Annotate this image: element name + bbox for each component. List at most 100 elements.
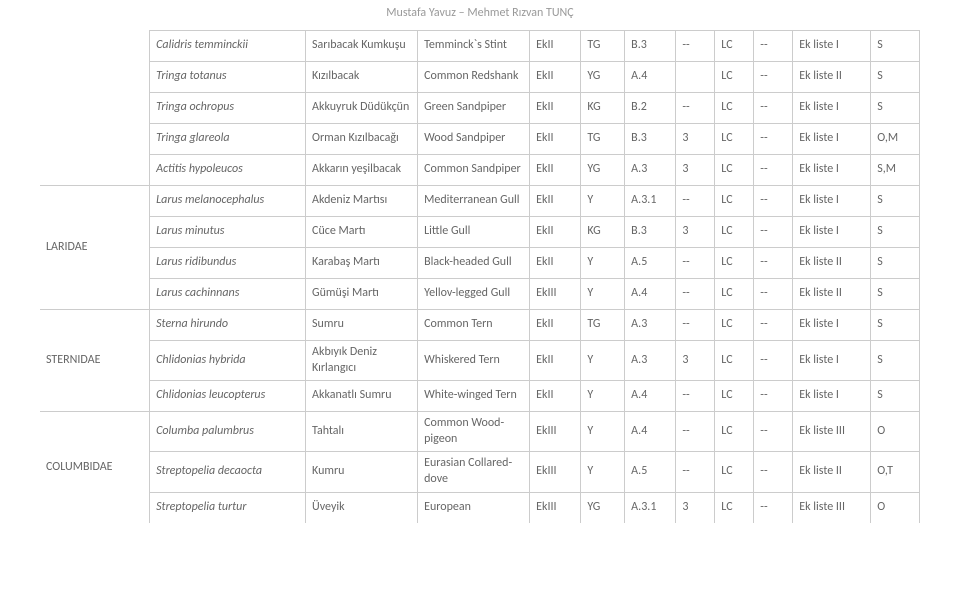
cell: KG	[581, 93, 625, 124]
cell: --	[676, 381, 715, 412]
cell: --	[754, 124, 793, 155]
cell: B.3	[625, 31, 676, 62]
cell-tr: Kumru	[306, 452, 418, 492]
cell: Ek liste I	[793, 186, 871, 217]
cell: S	[871, 381, 920, 412]
cell: EkII	[530, 381, 581, 412]
cell: EkII	[530, 186, 581, 217]
cell-en: Common Redshank	[418, 62, 530, 93]
cell-sci: Calidris temminckii	[150, 31, 306, 62]
cell: Ek liste I	[793, 217, 871, 248]
family-cell-laridae: LARIDAE	[40, 186, 150, 310]
cell-sci: Streptopelia turtur	[150, 492, 306, 523]
cell: S,M	[871, 155, 920, 186]
cell: Ek liste I	[793, 31, 871, 62]
table-row: Chlidonias hybrida Akbıyık Deniz Kırlang…	[40, 341, 920, 381]
cell: YG	[581, 155, 625, 186]
cell: KG	[581, 217, 625, 248]
cell: Ek liste I	[793, 381, 871, 412]
cell-tr: Sarıbacak Kumkuşu	[306, 31, 418, 62]
cell: Y	[581, 341, 625, 381]
cell-en: Eurasian Collared-dove	[418, 452, 530, 492]
cell: B.3	[625, 124, 676, 155]
cell-tr: Akkarın yeşilbacak	[306, 155, 418, 186]
cell-sci: Tringa ochropus	[150, 93, 306, 124]
cell-tr: Orman Kızılbacağı	[306, 124, 418, 155]
table-row: STERNIDAE Sterna hirundo Sumru Common Te…	[40, 310, 920, 341]
cell: 3	[676, 124, 715, 155]
cell: Ek liste I	[793, 341, 871, 381]
cell-sci: Larus ridibundus	[150, 248, 306, 279]
cell-sci: Tringa totanus	[150, 62, 306, 93]
cell: Y	[581, 381, 625, 412]
cell: S	[871, 31, 920, 62]
cell: Ek liste III	[793, 492, 871, 523]
cell: --	[754, 310, 793, 341]
cell: S	[871, 341, 920, 381]
cell: LC	[715, 310, 754, 341]
cell: --	[754, 62, 793, 93]
cell-sci: Sterna hirundo	[150, 310, 306, 341]
cell: --	[754, 93, 793, 124]
cell: O,T	[871, 452, 920, 492]
cell: TG	[581, 124, 625, 155]
cell-en: Black-headed Gull	[418, 248, 530, 279]
cell: O	[871, 412, 920, 452]
cell: S	[871, 248, 920, 279]
table-row: Tringa totanus Kızılbacak Common Redshan…	[40, 62, 920, 93]
cell: EkII	[530, 217, 581, 248]
family-cell-columbidae: COLUMBIDAE	[40, 412, 150, 523]
cell: Ek liste II	[793, 279, 871, 310]
cell: S	[871, 279, 920, 310]
cell: O,M	[871, 124, 920, 155]
page-title: Mustafa Yavuz – Mehmet Rızvan TUNÇ	[0, 0, 960, 30]
cell: A.5	[625, 248, 676, 279]
family-cell-sternidae: STERNIDAE	[40, 310, 150, 412]
cell: Y	[581, 248, 625, 279]
cell: B.2	[625, 93, 676, 124]
cell-en: White-winged Tern	[418, 381, 530, 412]
cell: --	[676, 412, 715, 452]
cell: Y	[581, 452, 625, 492]
cell: LC	[715, 31, 754, 62]
cell: S	[871, 310, 920, 341]
table-row: Larus cachinnans Gümüşi Martı Yellov-leg…	[40, 279, 920, 310]
cell: EkII	[530, 341, 581, 381]
cell: A.4	[625, 279, 676, 310]
cell-en: Yellov-legged Gull	[418, 279, 530, 310]
cell: EkIII	[530, 452, 581, 492]
cell-sci: Larus minutus	[150, 217, 306, 248]
cell: --	[754, 155, 793, 186]
cell-tr: Üveyik	[306, 492, 418, 523]
cell: YG	[581, 62, 625, 93]
cell-tr: Gümüşi Martı	[306, 279, 418, 310]
cell: 3	[676, 341, 715, 381]
cell-en: Whiskered Tern	[418, 341, 530, 381]
cell: EkIII	[530, 412, 581, 452]
table-row: Tringa glareola Orman Kızılbacağı Wood S…	[40, 124, 920, 155]
table-row: Tringa ochropus Akkuyruk Düdükçün Green …	[40, 93, 920, 124]
cell-en: Wood Sandpiper	[418, 124, 530, 155]
cell: LC	[715, 492, 754, 523]
cell: --	[676, 93, 715, 124]
cell: Ek liste I	[793, 310, 871, 341]
cell-en: Temminck`s Stint	[418, 31, 530, 62]
family-cell-empty	[40, 31, 150, 186]
cell: LC	[715, 155, 754, 186]
cell: --	[676, 248, 715, 279]
cell-sci: Columba palumbrus	[150, 412, 306, 452]
cell: S	[871, 186, 920, 217]
cell: Ek liste III	[793, 412, 871, 452]
species-table: Calidris temminckii Sarıbacak Kumkuşu Te…	[40, 30, 920, 523]
table-row: Larus ridibundus Karabaş Martı Black-hea…	[40, 248, 920, 279]
cell-en: Mediterranean Gull	[418, 186, 530, 217]
cell-en: Common Wood-pigeon	[418, 412, 530, 452]
table-row: Calidris temminckii Sarıbacak Kumkuşu Te…	[40, 31, 920, 62]
cell: B.3	[625, 217, 676, 248]
cell: LC	[715, 248, 754, 279]
cell-sci: Chlidonias hybrida	[150, 341, 306, 381]
cell: LC	[715, 381, 754, 412]
cell: Y	[581, 279, 625, 310]
cell: LC	[715, 217, 754, 248]
table-row: LARIDAE Larus melanocephalus Akdeniz Mar…	[40, 186, 920, 217]
